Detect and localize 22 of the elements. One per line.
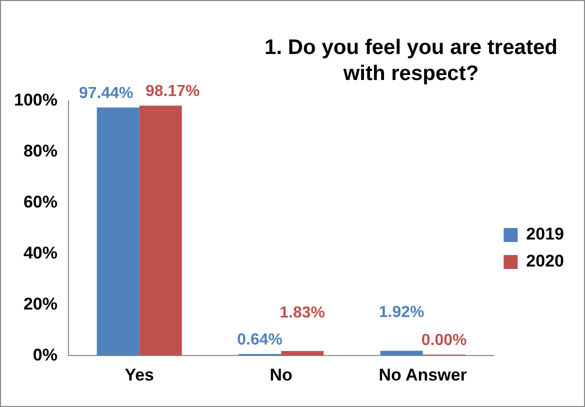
data-label: 1.83% xyxy=(280,304,326,322)
bar xyxy=(139,106,182,356)
y-tick-label: 80% xyxy=(23,142,58,161)
data-label: 0.64% xyxy=(237,331,283,348)
y-tick-label: 0% xyxy=(32,345,58,364)
bar xyxy=(281,350,324,356)
legend-label: 2019 xyxy=(526,224,564,244)
data-label: 98.17% xyxy=(145,83,200,100)
legend-label: 2020 xyxy=(526,252,564,271)
data-label: 1.92% xyxy=(378,304,424,322)
y-tick-label: 60% xyxy=(23,192,58,212)
y-tick-label: 100% xyxy=(14,90,58,110)
bar xyxy=(380,350,423,356)
y-tick-label: 40% xyxy=(23,243,58,262)
x-tick-label: Yes xyxy=(124,365,154,384)
chart-title: 1. Do you feel you are treated with respect? xyxy=(264,35,558,87)
bar xyxy=(96,108,140,356)
x-tick-label: No Answer xyxy=(378,365,468,384)
data-label: 97.44% xyxy=(78,84,134,102)
x-tick-label: No xyxy=(270,365,292,384)
y-tick-label: 20% xyxy=(23,294,58,314)
data-label: 0.00% xyxy=(421,332,467,350)
